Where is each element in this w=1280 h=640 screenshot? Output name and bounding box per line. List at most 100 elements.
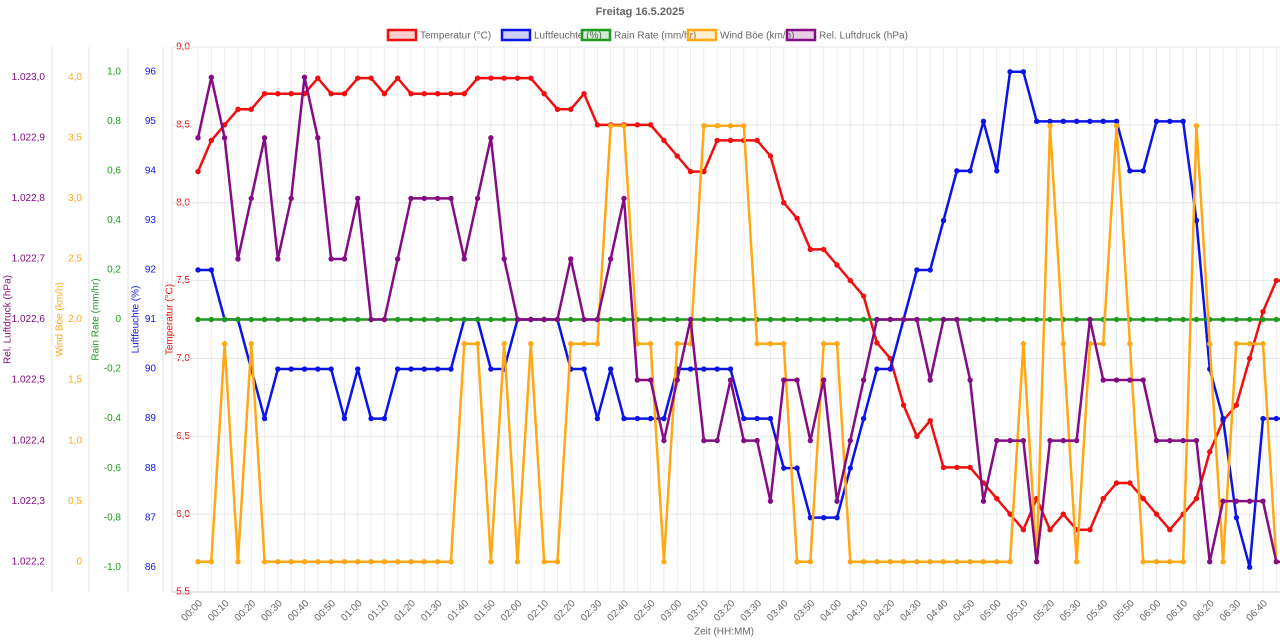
point	[1180, 118, 1186, 125]
point	[994, 559, 1000, 565]
point	[1167, 316, 1173, 323]
point	[860, 293, 867, 299]
point	[488, 559, 494, 565]
x-tick-label: 06:30	[1218, 598, 1244, 624]
point	[421, 366, 428, 372]
y-tick-label: 94	[145, 166, 157, 177]
point	[647, 377, 654, 383]
point	[408, 366, 414, 372]
y-tick-label: 91	[145, 314, 157, 325]
x-tick-label: 04:20	[872, 598, 898, 624]
point	[754, 137, 760, 144]
point	[568, 106, 574, 112]
point	[900, 402, 907, 408]
point	[341, 415, 348, 422]
point	[1273, 277, 1280, 284]
point	[914, 316, 920, 323]
y-tick-label: 0,8	[107, 116, 121, 127]
point	[874, 366, 880, 372]
point	[1073, 559, 1080, 565]
y-tick-label: 1.023,0	[12, 72, 46, 83]
x-tick-label: 03:40	[765, 598, 791, 624]
point	[461, 316, 467, 323]
point	[501, 341, 507, 347]
point	[634, 415, 641, 422]
point	[1113, 480, 1120, 486]
point	[887, 366, 893, 372]
point	[1246, 341, 1253, 347]
point	[1153, 559, 1160, 565]
point	[781, 377, 787, 383]
point	[661, 437, 667, 444]
point	[674, 316, 680, 323]
y-tick-label: 92	[145, 265, 157, 276]
point	[1233, 498, 1240, 504]
point	[1113, 377, 1120, 383]
point	[954, 316, 960, 323]
y-tick-label: 0	[115, 314, 121, 325]
point	[1127, 168, 1133, 174]
point	[394, 366, 401, 372]
point	[434, 316, 441, 323]
point	[1140, 316, 1146, 323]
y-tick-label: 1.022,9	[12, 132, 46, 143]
point	[1167, 527, 1173, 533]
point	[1073, 437, 1080, 444]
point	[421, 316, 428, 323]
point	[980, 559, 987, 565]
y-tick-label: -0,6	[104, 463, 122, 474]
point	[900, 559, 907, 565]
point	[208, 267, 215, 273]
y-axis-title: Rain Rate (mm/hr)	[91, 278, 102, 360]
point	[834, 341, 840, 347]
point	[554, 316, 561, 323]
point	[714, 137, 720, 144]
point	[488, 316, 494, 323]
point	[1140, 495, 1146, 502]
point	[1246, 498, 1253, 504]
point	[781, 341, 787, 347]
point	[1193, 217, 1200, 224]
point	[341, 316, 348, 323]
point	[1127, 341, 1133, 347]
x-axis-title: Zeit (HH:MM)	[694, 627, 754, 638]
y-axis-title: Luftfeuchte (%)	[131, 286, 142, 354]
point	[1273, 415, 1280, 422]
point	[1047, 437, 1053, 444]
y-tick-label: 86	[145, 562, 157, 573]
point	[980, 498, 987, 504]
point	[1167, 437, 1173, 444]
point	[807, 316, 814, 323]
point	[607, 316, 614, 323]
point	[381, 415, 388, 422]
x-tick-label: 00:00	[180, 598, 206, 624]
point	[727, 123, 734, 129]
point	[927, 316, 933, 323]
point	[315, 366, 321, 372]
point	[807, 437, 814, 444]
point	[860, 377, 867, 383]
point	[474, 75, 481, 81]
x-tick-label: 05:00	[978, 598, 1004, 624]
point	[594, 316, 601, 323]
y-tick-label: -0,4	[104, 413, 122, 424]
point	[1047, 118, 1053, 125]
point	[1140, 377, 1146, 383]
point	[448, 91, 454, 97]
point	[514, 559, 521, 565]
point	[195, 135, 201, 141]
x-tick-label: 02:00	[499, 598, 525, 624]
point	[488, 135, 494, 141]
point	[594, 341, 601, 347]
point	[1260, 309, 1266, 315]
x-tick-label: 01:10	[366, 598, 392, 624]
point	[368, 559, 374, 565]
y-tick-label: 93	[145, 215, 157, 226]
y-tick-label: 1.022,6	[12, 314, 46, 325]
x-tick-label: 01:50	[472, 598, 498, 624]
point	[927, 559, 933, 565]
point	[781, 200, 787, 206]
point	[794, 316, 800, 323]
point	[1180, 316, 1186, 323]
point	[940, 316, 947, 323]
